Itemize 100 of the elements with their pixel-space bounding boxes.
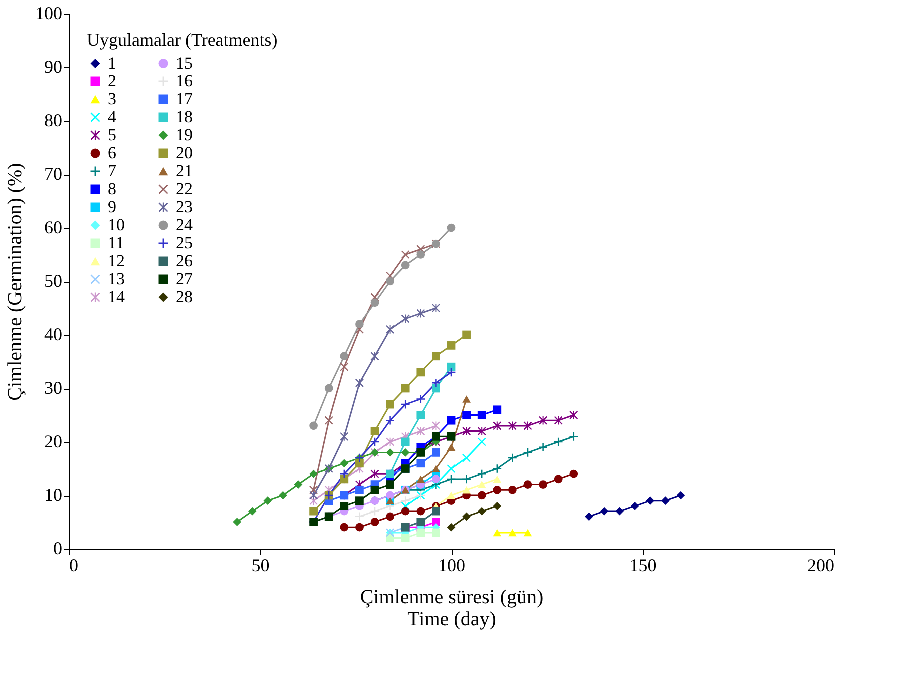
- point: [370, 298, 380, 308]
- legend-label: 21: [176, 162, 193, 180]
- legend-label: 23: [176, 198, 193, 216]
- point: [478, 481, 486, 488]
- point: [340, 459, 349, 468]
- x-tick-label: 0: [70, 556, 78, 576]
- legend-label: 26: [176, 252, 193, 270]
- point: [264, 496, 272, 506]
- point: [493, 486, 502, 494]
- legend-label: 18: [176, 108, 193, 126]
- x-tick-label: 200: [808, 556, 834, 576]
- legend-label: 15: [176, 54, 193, 73]
- legend-label: 24: [176, 216, 194, 234]
- point: [462, 396, 471, 403]
- y-tick-label: 0: [54, 538, 62, 558]
- x-tick-label: 50: [252, 556, 270, 576]
- point: [447, 224, 456, 232]
- y-tick-label: 80: [44, 110, 62, 130]
- y-tick-label: 90: [44, 57, 62, 77]
- y-axis-title: Çimlenme (Germination) (%): [4, 163, 26, 401]
- point: [248, 507, 257, 516]
- point: [356, 523, 364, 532]
- point: [416, 476, 426, 484]
- point: [386, 438, 394, 446]
- point: [310, 491, 318, 500]
- y-tick-label: 10: [44, 485, 62, 505]
- point: [462, 512, 471, 522]
- y-tick-label: 100: [36, 4, 62, 24]
- point: [554, 475, 563, 484]
- point: [432, 352, 440, 361]
- point: [356, 512, 364, 522]
- point: [462, 454, 471, 462]
- point: [386, 416, 394, 425]
- point: [401, 448, 410, 457]
- legend-label: 19: [176, 126, 193, 144]
- point: [478, 411, 486, 420]
- point: [401, 507, 410, 516]
- point: [401, 534, 410, 542]
- point: [524, 529, 532, 537]
- point: [662, 496, 670, 506]
- legend-label: 5: [108, 126, 116, 144]
- y-tick-label: 70: [44, 164, 62, 184]
- point: [340, 432, 349, 441]
- point: [447, 492, 456, 500]
- point: [570, 470, 578, 478]
- point: [676, 491, 686, 500]
- point: [646, 496, 655, 506]
- legend-label: 9: [108, 198, 116, 216]
- point: [356, 320, 364, 328]
- point: [447, 416, 456, 425]
- point: [478, 438, 486, 446]
- y-tick-label: 60: [44, 218, 62, 238]
- point: [447, 464, 456, 473]
- point: [340, 502, 349, 510]
- legend-label: 28: [176, 288, 193, 306]
- point: [478, 491, 486, 500]
- x-tick-label: 150: [630, 556, 657, 576]
- legend-label: 7: [108, 162, 117, 180]
- point: [386, 512, 394, 522]
- legend-label: 22: [176, 180, 193, 198]
- legend-label: 6: [108, 144, 116, 162]
- point: [324, 384, 334, 393]
- point: [508, 529, 517, 537]
- point: [524, 480, 532, 489]
- legend-label: 16: [176, 72, 193, 90]
- point: [401, 438, 410, 446]
- point: [616, 507, 624, 516]
- point: [340, 523, 349, 532]
- point: [401, 261, 410, 270]
- point: [356, 459, 364, 468]
- point: [401, 250, 410, 259]
- legend-label: 4: [108, 108, 117, 126]
- point: [493, 476, 502, 484]
- point: [432, 475, 440, 484]
- point: [416, 427, 426, 436]
- point: [432, 422, 440, 430]
- point: [600, 507, 609, 516]
- y-tick-label: 30: [44, 378, 62, 398]
- point: [493, 502, 502, 510]
- point: [478, 507, 486, 516]
- point: [493, 464, 502, 473]
- point: [233, 518, 242, 526]
- point: [370, 486, 380, 494]
- legend-label: 25: [176, 234, 193, 252]
- legend-label: 17: [176, 90, 194, 108]
- legend-label: 11: [108, 234, 124, 252]
- point: [539, 443, 548, 452]
- point: [570, 432, 578, 441]
- legend-label: 2: [108, 72, 116, 90]
- y-tick-label: 50: [44, 271, 62, 291]
- legend-label: 3: [108, 90, 116, 108]
- point: [356, 496, 364, 506]
- point: [508, 486, 517, 494]
- legend-label: 12: [108, 252, 125, 270]
- point: [340, 362, 349, 372]
- point: [386, 400, 394, 409]
- point: [524, 448, 532, 457]
- point: [630, 502, 640, 510]
- point: [554, 416, 563, 425]
- point: [447, 523, 456, 532]
